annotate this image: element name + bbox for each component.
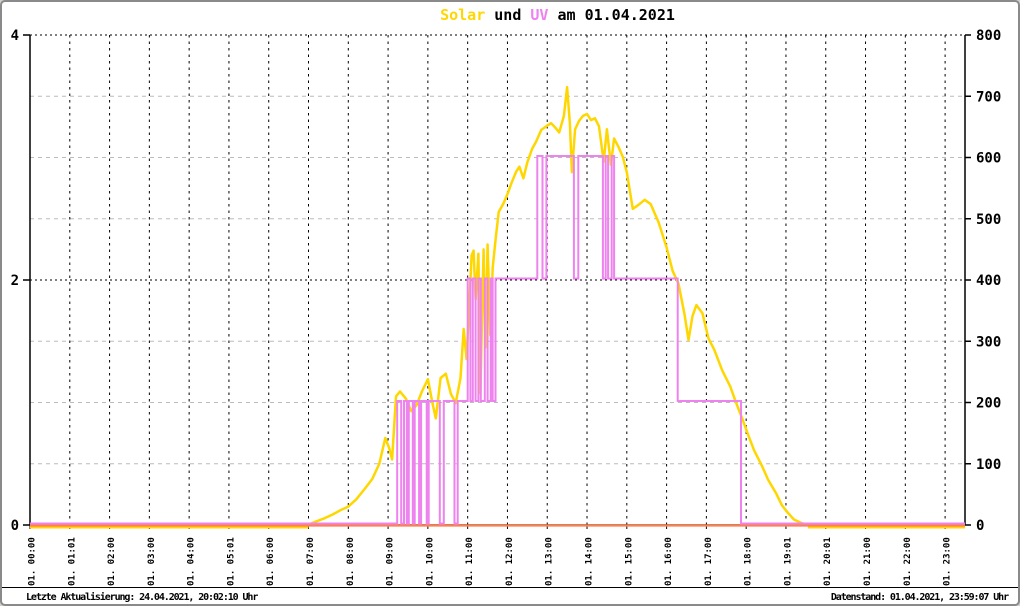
y-left-label-0: 0 <box>11 518 19 534</box>
x-tick-label-0: 01. 00:00 <box>28 537 38 586</box>
x-tick-label-15: 01. 15:00 <box>624 537 634 586</box>
x-tick-label-21: 01. 21:00 <box>863 537 873 586</box>
x-tick-label-3: 01. 03:00 <box>147 537 157 586</box>
x-tick-label-6: 01. 06:00 <box>266 537 276 586</box>
x-tick-label-7: 01. 07:00 <box>306 537 316 586</box>
y-right-label-300: 300 <box>976 334 1001 350</box>
x-tick-label-14: 01. 14:00 <box>585 537 595 586</box>
title-und-label: und <box>485 6 531 24</box>
title-solar-label: Solar <box>440 6 486 24</box>
y-right-label-700: 700 <box>976 89 1001 105</box>
solar-uv-chart-plot: 01. 00:00 01. 01:01 01. 02:00 01. 03:00 01. … <box>11 28 1002 586</box>
solar-line <box>30 85 965 527</box>
y-right-label-100: 100 <box>976 457 1001 473</box>
data-timestamp-text: Datenstand: 01.04.2021, 23:59:07 Uhr <box>830 592 1009 603</box>
x-tick-label-19: 01. 19:01 <box>783 537 793 586</box>
x-tick-label-4: 01. 04:00 <box>187 537 197 586</box>
x-tick-label-2: 01. 02:00 <box>107 537 117 586</box>
y-right-label-200: 200 <box>976 396 1001 412</box>
x-tick-label-12: 01. 12:00 <box>505 537 515 586</box>
y-left-label-2: 2 <box>11 273 19 289</box>
x-tick-label-20: 01. 20:01 <box>823 537 833 586</box>
title-uv-label: UV <box>530 6 549 24</box>
x-tick-label-5: 01. 05:01 <box>226 537 236 586</box>
y-left-label-4: 4 <box>11 28 19 44</box>
y-right-label-400: 400 <box>976 273 1001 289</box>
uv-step-line <box>30 155 965 525</box>
y-right-label-800: 800 <box>976 28 1001 44</box>
x-tick-label-11: 01. 11:00 <box>465 537 475 586</box>
chart-title: Solar und UV am 01.04.2021 <box>2 6 1018 24</box>
title-date-label: am 01.04.2021 <box>548 6 675 24</box>
x-tick-label-18: 01. 18:00 <box>744 537 754 586</box>
x-tick-label-23: 01. 23:00 <box>943 537 953 586</box>
footer-separator <box>2 587 1018 588</box>
x-tick-label-22: 01. 22:00 <box>903 537 913 586</box>
x-tick-label-16: 01. 16:00 <box>664 537 674 586</box>
last-update-text: Letzte Aktualisierung: 24.04.2021, 20:02… <box>26 592 258 603</box>
y-right-label-500: 500 <box>976 212 1001 228</box>
x-tick-label-8: 01. 08:00 <box>346 537 356 586</box>
y-right-label-0: 0 <box>976 518 984 534</box>
x-tick-label-1: 01. 01:01 <box>67 537 77 586</box>
x-tick-label-13: 01. 13:00 <box>545 537 555 586</box>
x-tick-label-10: 01. 10:00 <box>425 537 435 586</box>
x-tick-label-9: 01. 09:00 <box>386 537 396 586</box>
y-right-label-600: 600 <box>976 151 1001 167</box>
x-tick-label-17: 01. 17:00 <box>704 537 714 586</box>
